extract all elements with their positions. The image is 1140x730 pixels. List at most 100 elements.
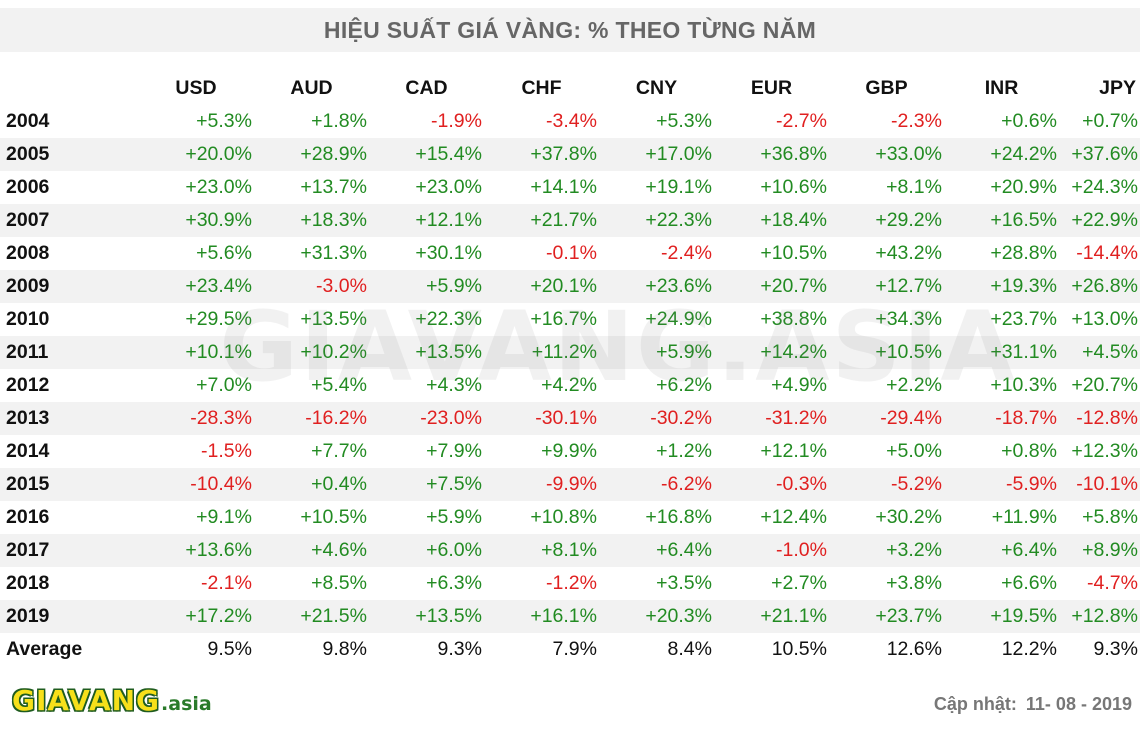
table-row: 2006 +23.0% +13.7% +23.0% +14.1% +19.1% +10.6%… [0, 171, 1140, 204]
value-cell: -1.2% [546, 572, 597, 594]
value-cell: +24.9% [645, 308, 712, 330]
value-cell: +8.5% [311, 572, 367, 594]
value-cell: +11.2% [484, 336, 599, 369]
value-cell: +21.1% [714, 600, 829, 633]
value-cell: -0.3% [714, 468, 829, 501]
value-cell: +30.1% [415, 242, 482, 264]
value-cell: +12.1% [760, 440, 827, 462]
row-year: 2006 [6, 176, 50, 198]
value-cell: +22.3% [415, 308, 482, 330]
value-cell: +10.6% [760, 176, 827, 198]
value-cell: +7.7% [311, 440, 367, 462]
value-cell: -18.7% [944, 402, 1059, 435]
column-header-cny: CNY [635, 77, 678, 99]
value-cell: +3.2% [829, 534, 944, 567]
value-cell: +18.4% [714, 204, 829, 237]
value-cell: +20.0% [138, 138, 254, 171]
value-cell: +4.6% [254, 534, 369, 567]
value-cell: +30.9% [138, 204, 254, 237]
table-row: 2004 +5.3% +1.8% -1.9% -3.4% +5.3% -2.7% -2.3% +… [0, 105, 1140, 138]
value-cell: +7.0% [196, 374, 252, 396]
value-cell: +10.5% [760, 242, 827, 264]
value-cell: +24.3% [1071, 176, 1138, 198]
value-cell: +9.1% [196, 506, 252, 528]
value-cell: +31.1% [944, 336, 1059, 369]
value-cell: +5.0% [886, 440, 942, 462]
value-cell: +10.1% [138, 336, 254, 369]
value-cell: +16.1% [484, 600, 599, 633]
value-cell: -16.2% [254, 402, 369, 435]
giavang-logo: GIAVANG .asia [12, 684, 212, 717]
value-cell: +30.2% [875, 506, 942, 528]
value-cell: +10.3% [990, 374, 1057, 396]
value-cell: -5.2% [829, 468, 944, 501]
average-cell: 9.5% [207, 638, 252, 660]
row-year: 2018 [6, 572, 50, 594]
table-row: 2011 +10.1% +10.2% +13.5% +11.2% +5.9% +14.2% +… [0, 336, 1140, 369]
average-cell: 12.6% [886, 638, 942, 660]
value-cell: +10.5% [300, 506, 367, 528]
update-info: Cập nhật: 11- 08 - 2019 [930, 694, 1132, 715]
value-cell: +5.3% [656, 110, 712, 132]
value-cell: -28.3% [138, 402, 254, 435]
value-cell: +37.8% [484, 138, 599, 171]
table-row: 2015 -10.4% +0.4% +7.5% -9.9% -6.2% -0.3% -5.2%… [0, 468, 1140, 501]
value-cell: +14.1% [530, 176, 597, 198]
value-cell: +19.3% [944, 270, 1059, 303]
column-header-chf: CHF [521, 77, 562, 99]
value-cell: +20.9% [990, 176, 1057, 198]
row-year: 2011 [0, 336, 138, 369]
row-year: 2008 [6, 242, 50, 264]
value-cell: +0.6% [1001, 110, 1057, 132]
row-year: 2015 [0, 468, 138, 501]
value-cell: +14.2% [714, 336, 829, 369]
value-cell: +23.4% [138, 270, 254, 303]
value-cell: +6.4% [599, 534, 714, 567]
value-cell: +12.3% [1071, 440, 1138, 462]
gold-performance-table: USD AUD CAD CHF CNY EUR GBP INR JPY 2004 +5.3% +1.… [0, 72, 1140, 666]
row-year: 2013 [0, 402, 138, 435]
average-cell: 9.8% [322, 638, 367, 660]
value-cell: -31.2% [714, 402, 829, 435]
value-cell: +6.6% [1001, 572, 1057, 594]
value-cell: +5.9% [369, 270, 484, 303]
value-cell: +17.0% [599, 138, 714, 171]
row-year: 2017 [0, 534, 138, 567]
value-cell: +9.9% [541, 440, 597, 462]
chart-title: HIỆU SUẤT GIÁ VÀNG: % THEO TỪNG NĂM [323, 16, 817, 43]
row-year: 2016 [6, 506, 50, 528]
header-corner [0, 72, 138, 105]
row-year: 2005 [0, 138, 138, 171]
table-row: 2012 +7.0% +5.4% +4.3% +4.2% +6.2% +4.9% +2.2% +… [0, 369, 1140, 402]
average-row: Average 9.5% 9.8% 9.3% 7.9% 8.4% 10.5% 12.6% 12.… [0, 633, 1140, 666]
value-cell: +5.9% [426, 506, 482, 528]
column-header-jpy: JPY [1099, 77, 1136, 99]
value-cell: +13.7% [300, 176, 367, 198]
value-cell: +23.0% [415, 176, 482, 198]
value-cell: +5.6% [196, 242, 252, 264]
value-cell: +4.3% [426, 374, 482, 396]
column-header-gbp: GBP [865, 77, 908, 99]
value-cell: +38.8% [760, 308, 827, 330]
value-cell: -3.4% [546, 110, 597, 132]
table-row: 2010 +29.5% +13.5% +22.3% +16.7% +24.9% +38.8%… [0, 303, 1140, 336]
value-cell: +21.7% [484, 204, 599, 237]
table-row: 2014 -1.5% +7.7% +7.9% +9.9% +1.2% +12.1% +5.0%… [0, 435, 1140, 468]
value-cell: +2.2% [886, 374, 942, 396]
table-row: 2019 +17.2% +21.5% +13.5% +16.1% +20.3% +21.1%… [0, 600, 1140, 633]
row-year: 2009 [0, 270, 138, 303]
value-cell: +0.4% [254, 468, 369, 501]
table-row: 2018 -2.1% +8.5% +6.3% -1.2% +3.5% +2.7% +3.8% +… [0, 567, 1140, 600]
column-header-eur: EUR [750, 77, 793, 99]
value-cell: +18.3% [254, 204, 369, 237]
value-cell: +6.0% [369, 534, 484, 567]
update-label: Cập nhật: [933, 694, 1017, 714]
value-cell: -30.2% [599, 402, 714, 435]
value-cell: +29.5% [185, 308, 252, 330]
value-cell: -3.0% [254, 270, 369, 303]
table-body: 2004 +5.3% +1.8% -1.9% -3.4% +5.3% -2.7% -2.3% +… [0, 105, 1140, 666]
value-cell: +23.0% [185, 176, 252, 198]
table-header-row: USD AUD CAD CHF CNY EUR GBP INR JPY [0, 72, 1140, 105]
value-cell: -6.2% [599, 468, 714, 501]
table-row: 2017 +13.6% +4.6% +6.0% +8.1% +6.4% -1.0% +3.2%… [0, 534, 1140, 567]
